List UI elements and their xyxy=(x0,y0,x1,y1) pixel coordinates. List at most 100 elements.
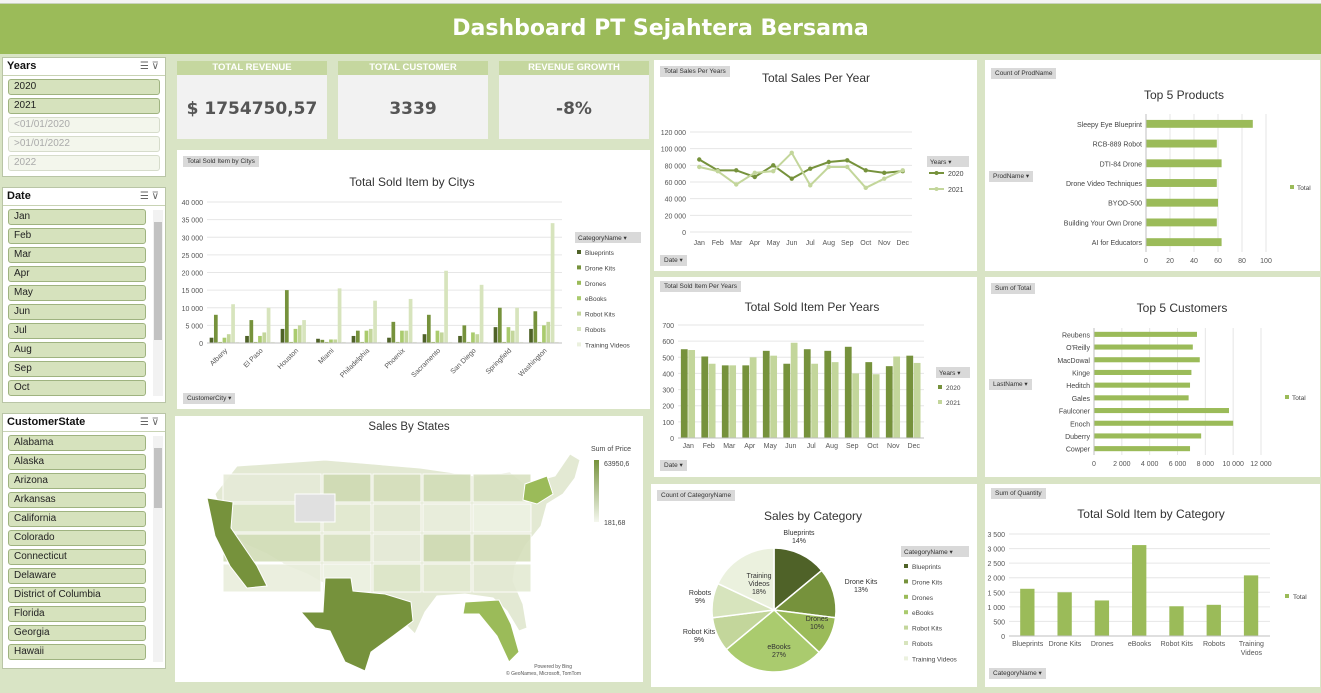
slicer-item[interactable]: Aug xyxy=(8,342,146,358)
slicer-item[interactable]: Florida xyxy=(8,606,146,622)
bar xyxy=(537,341,542,343)
slicer-item[interactable]: Alaska xyxy=(8,454,146,470)
legend-gradient xyxy=(594,460,599,522)
clear-filter-icon[interactable]: ⊽ xyxy=(151,191,159,202)
data-point xyxy=(752,174,757,180)
slicer-item[interactable]: Sep xyxy=(8,361,146,377)
bar xyxy=(293,328,298,343)
slicer-item[interactable]: Jan xyxy=(8,209,146,225)
top-customers-chart: Top 5 Customers 0 2 000 4 000 6 000 8 000 10 0… xyxy=(1057,301,1306,468)
category-filter-button[interactable]: CategoryName ▾ xyxy=(989,668,1046,679)
slicer-item[interactable]: District of Columbia xyxy=(8,587,146,603)
legend-title: Years ▾ xyxy=(939,370,961,377)
slicer-item[interactable]: Delaware xyxy=(8,568,146,584)
multi-select-icon[interactable]: ☰ xyxy=(139,61,149,72)
slicer-item[interactable]: <01/01/2020 xyxy=(8,117,160,133)
y-tick-label: 0 xyxy=(670,436,674,443)
bar xyxy=(351,335,356,343)
scroll-thumb[interactable] xyxy=(154,448,162,508)
spreadsheet-grid xyxy=(0,0,1321,4)
y-tick-label: 25 000 xyxy=(182,253,204,260)
date-filter-button[interactable]: Date ▾ xyxy=(660,255,687,266)
bar xyxy=(1094,446,1191,452)
y-tick-label: RCB-889 Robot xyxy=(1093,142,1142,149)
bar xyxy=(222,337,227,343)
x-tick-label: 0 xyxy=(1092,461,1096,468)
slicer-item[interactable]: 2021 xyxy=(8,98,160,114)
slicer-item[interactable]: California xyxy=(8,511,146,527)
slicer-item[interactable]: Feb xyxy=(8,228,146,244)
scroll-thumb[interactable] xyxy=(154,222,162,340)
multi-select-icon[interactable]: ☰ xyxy=(139,191,149,202)
series-line xyxy=(699,151,904,190)
lastname-filter-button[interactable]: LastName ▾ xyxy=(989,379,1032,390)
x-tick-label: Jun xyxy=(786,240,797,247)
field-button[interactable]: Total Sales Per Years xyxy=(660,66,730,77)
x-tick-label: Sep xyxy=(841,240,854,247)
slicer-item[interactable]: >01/01/2022 xyxy=(8,136,160,152)
slicer-item[interactable]: Jun xyxy=(8,304,146,320)
prodname-filter-button[interactable]: ProdName ▾ xyxy=(989,171,1034,182)
kpi-value: -8% xyxy=(556,99,592,119)
bar xyxy=(762,350,770,438)
slicer-item[interactable]: Hawaii xyxy=(8,644,146,660)
chart-title: Total Sold Item Per Years xyxy=(745,300,880,314)
date-slicer[interactable]: Date ☰ ⊽ Jan Feb Mar Apr May Jun Jul Aug Sep Oct xyxy=(2,187,166,403)
slicer-item[interactable]: May xyxy=(8,285,146,301)
x-tick-label: 6 000 xyxy=(1169,461,1187,468)
slicer-item[interactable]: Arkansas xyxy=(8,492,146,508)
field-button[interactable]: Sum of Total xyxy=(991,283,1036,294)
slicer-item[interactable]: Jul xyxy=(8,323,146,339)
bar xyxy=(262,332,267,343)
y-tick-label: 1 500 xyxy=(987,590,1005,597)
pie-slice xyxy=(725,609,821,673)
bar xyxy=(271,341,275,343)
top-products-card: Count of ProdName Top 5 Products 0 20 40 60 8… xyxy=(985,60,1320,271)
legend-title: CategoryName ▾ xyxy=(578,235,628,242)
field-button[interactable]: Count of ProdName xyxy=(991,68,1057,79)
city-filter-button[interactable]: CustomerCity ▾ xyxy=(183,393,236,404)
x-tick-label: 0 xyxy=(1144,258,1148,265)
field-button[interactable]: Count of CategoryName xyxy=(657,490,736,501)
slicer-item[interactable]: Oct xyxy=(8,380,146,396)
bar xyxy=(462,325,467,343)
years-slicer[interactable]: Years ☰ ⊽ 2020 2021 <01/01/2020 >01/01/2022 2… xyxy=(2,57,166,177)
scrollbar[interactable] xyxy=(153,210,163,396)
slicer-item[interactable]: 2022 xyxy=(8,155,160,171)
clear-filter-icon[interactable]: ⊽ xyxy=(151,61,159,72)
field-button[interactable]: Sum of Quantity xyxy=(991,488,1046,499)
bar xyxy=(435,330,440,343)
x-tick-label: Training xyxy=(1239,641,1264,648)
date-filter-button[interactable]: Date ▾ xyxy=(660,460,687,471)
bar xyxy=(1146,119,1253,128)
multi-select-icon[interactable]: ☰ xyxy=(139,417,149,428)
slicer-item[interactable]: Alabama xyxy=(8,435,146,451)
bar xyxy=(493,327,498,343)
field-button[interactable]: Total Sold Item Per Years xyxy=(660,281,741,292)
slicer-item[interactable]: Colorado xyxy=(8,530,146,546)
slicer-item[interactable]: Arizona xyxy=(8,473,146,489)
legend-swatch xyxy=(904,564,908,568)
bar xyxy=(742,365,750,438)
slicer-title: CustomerState xyxy=(7,416,86,428)
y-tick-label: 80 000 xyxy=(665,163,687,170)
y-tick-label: 100 000 xyxy=(661,147,686,154)
slicer-item[interactable]: 2020 xyxy=(8,79,160,95)
clear-filter-icon[interactable]: ⊽ xyxy=(151,417,159,428)
slicer-item[interactable]: Connecticut xyxy=(8,549,146,565)
bar xyxy=(266,307,271,343)
y-tick-label: 2 500 xyxy=(987,561,1005,568)
legend-swatch xyxy=(1285,594,1289,598)
x-tick-label: 12 000 xyxy=(1250,461,1272,468)
item-per-year-card: Total Sold Item Per Years Total Sold Ite… xyxy=(654,277,977,477)
data-point xyxy=(826,159,831,165)
slicer-item[interactable]: Georgia xyxy=(8,625,146,641)
data-point xyxy=(771,168,776,174)
slicer-item[interactable]: Apr xyxy=(8,266,146,282)
field-button[interactable]: Total Sold Item by Citys xyxy=(183,156,259,167)
legend-swatch xyxy=(577,280,581,285)
customer-state-slicer[interactable]: CustomerState ☰ ⊽ Alabama Alaska Arizona Ark… xyxy=(2,413,166,669)
bar xyxy=(729,365,737,438)
slicer-item[interactable]: Mar xyxy=(8,247,146,263)
scrollbar[interactable] xyxy=(153,436,163,662)
